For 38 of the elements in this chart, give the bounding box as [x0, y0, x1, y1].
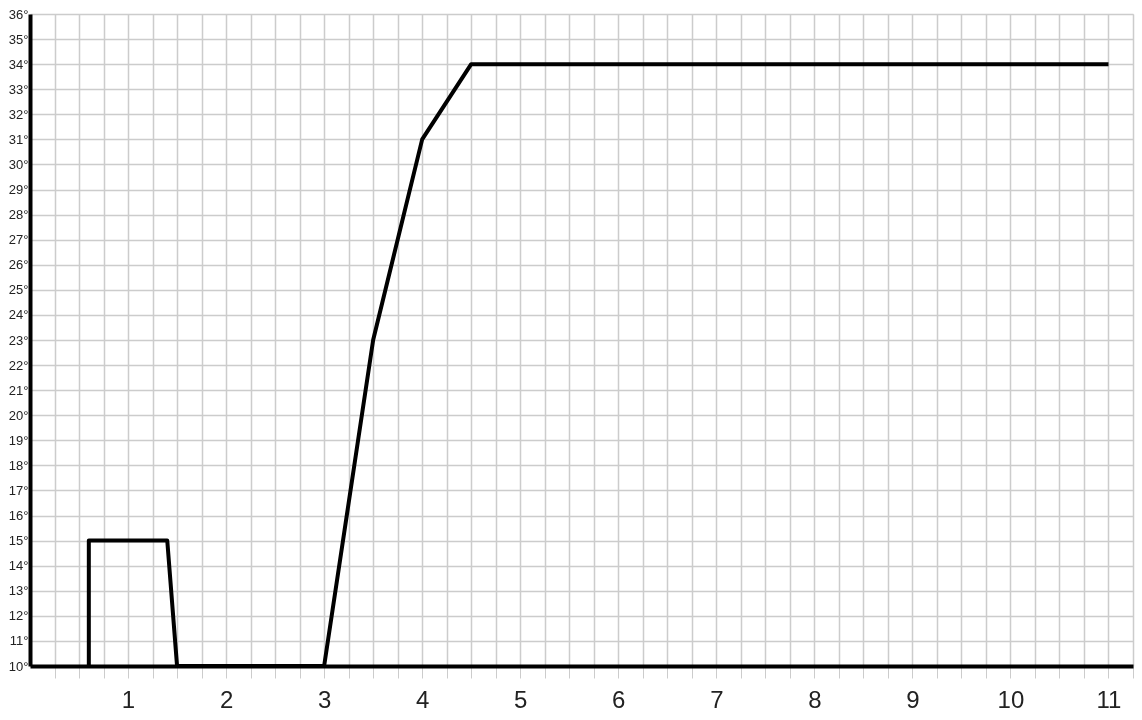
x-tick-label: 11 — [1096, 685, 1122, 713]
y-tick-label: 19° — [8, 432, 29, 448]
y-tick-label: 29° — [8, 182, 29, 198]
y-tick-label: 15° — [8, 533, 29, 549]
y-tick-label: 35° — [8, 31, 29, 47]
y-tick-label: 30° — [8, 156, 29, 172]
y-tick-label: 31° — [8, 131, 29, 147]
x-tick-label: 6 — [612, 685, 626, 713]
x-tick-label: 2 — [219, 685, 234, 713]
y-tick-label: 21° — [8, 382, 29, 398]
x-tick-label: 10 — [997, 685, 1025, 713]
y-tick-label: 22° — [8, 357, 29, 373]
y-tick-label: 33° — [8, 81, 29, 97]
y-tick-label: 32° — [8, 106, 29, 122]
x-tick-label: 5 — [514, 685, 528, 713]
y-tick-label: 28° — [8, 207, 29, 223]
x-tick-label: 9 — [906, 685, 920, 713]
y-tick-label: 27° — [8, 232, 29, 248]
x-tick-label: 4 — [416, 685, 430, 713]
y-tick-label: 36° — [8, 6, 29, 22]
y-tick-label: 26° — [8, 257, 29, 273]
x-tick-label: 8 — [808, 685, 822, 713]
x-tick-label: 3 — [317, 685, 332, 713]
y-tick-label: 13° — [8, 583, 29, 599]
y-tick-label: 17° — [8, 482, 29, 498]
y-tick-label: 10° — [8, 658, 29, 674]
y-tick-label: 18° — [8, 457, 29, 473]
x-tick-label: 7 — [710, 685, 724, 713]
y-tick-label: 23° — [8, 332, 29, 348]
y-tick-label: 11° — [9, 633, 29, 649]
y-tick-label: 20° — [8, 407, 29, 423]
y-tick-label: 25° — [8, 282, 29, 298]
y-tick-label: 12° — [8, 608, 29, 624]
y-tick-label: 16° — [8, 508, 29, 524]
y-tick-label: 14° — [8, 558, 29, 574]
y-tick-label: 24° — [8, 307, 29, 323]
x-tick-label: 1 — [121, 685, 136, 713]
y-tick-label: 34° — [8, 56, 29, 72]
